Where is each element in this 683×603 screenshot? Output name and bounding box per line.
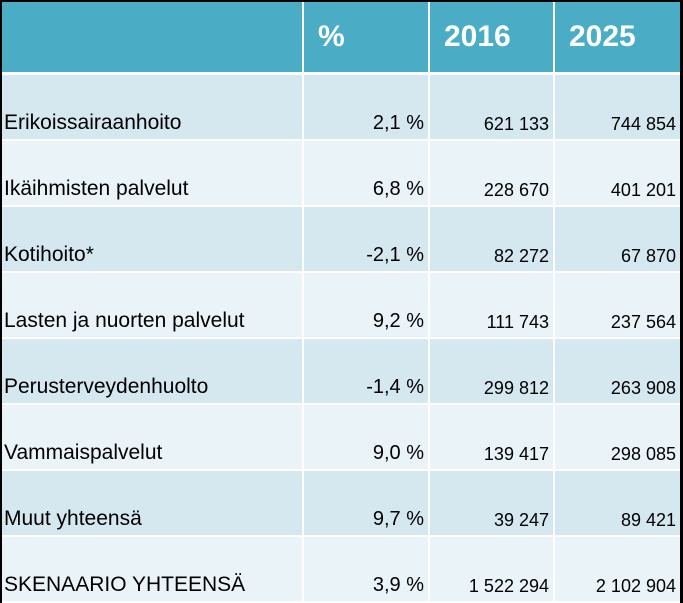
row-pct: 2,1 % xyxy=(304,75,430,141)
row-2025: 237 564 xyxy=(555,273,680,339)
row-label: Erikoissairaanhoito xyxy=(2,75,304,141)
row-2016: 82 272 xyxy=(430,207,555,273)
row-2025: 263 908 xyxy=(555,339,680,405)
row-pct: -2,1 % xyxy=(304,207,430,273)
total-row: SKENAARIO YHTEENSÄ 3,9 % 1 522 294 2 102… xyxy=(2,537,680,603)
header-2016: 2016 xyxy=(430,2,555,75)
row-label: Ikäihmisten palvelut xyxy=(2,141,304,207)
row-2016: 228 670 xyxy=(430,141,555,207)
row-pct: 9,0 % xyxy=(304,405,430,471)
row-pct: 3,9 % xyxy=(304,537,430,603)
row-2025: 89 421 xyxy=(555,471,680,537)
header-label-cell xyxy=(2,2,304,75)
row-2025: 2 102 904 xyxy=(555,537,680,603)
header-row: % 2016 2025 xyxy=(2,2,680,75)
table-row: Ikäihmisten palvelut 6,8 % 228 670 401 2… xyxy=(2,141,680,207)
row-label: Vammaispalvelut xyxy=(2,405,304,471)
row-pct: 9,2 % xyxy=(304,273,430,339)
row-pct: -1,4 % xyxy=(304,339,430,405)
table-row: Erikoissairaanhoito 2,1 % 621 133 744 85… xyxy=(2,75,680,141)
row-2025: 298 085 xyxy=(555,405,680,471)
table-row: Kotihoito* -2,1 % 82 272 67 870 xyxy=(2,207,680,273)
row-label: Perusterveydenhuolto xyxy=(2,339,304,405)
row-2016: 39 247 xyxy=(430,471,555,537)
header-pct: % xyxy=(304,2,430,75)
table-row: Vammaispalvelut 9,0 % 139 417 298 085 xyxy=(2,405,680,471)
row-2016: 1 522 294 xyxy=(430,537,555,603)
row-label: Muut yhteensä xyxy=(2,471,304,537)
row-2016: 621 133 xyxy=(430,75,555,141)
row-label: Lasten ja nuorten palvelut xyxy=(2,273,304,339)
row-2016: 299 812 xyxy=(430,339,555,405)
row-2025: 67 870 xyxy=(555,207,680,273)
table-row: Perusterveydenhuolto -1,4 % 299 812 263 … xyxy=(2,339,680,405)
row-2025: 401 201 xyxy=(555,141,680,207)
row-pct: 9,7 % xyxy=(304,471,430,537)
table-row: Muut yhteensä 9,7 % 39 247 89 421 xyxy=(2,471,680,537)
row-pct: 6,8 % xyxy=(304,141,430,207)
row-2016: 111 743 xyxy=(430,273,555,339)
row-2016: 139 417 xyxy=(430,405,555,471)
header-2025: 2025 xyxy=(555,2,680,75)
table-row: Lasten ja nuorten palvelut 9,2 % 111 743… xyxy=(2,273,680,339)
row-label: Kotihoito* xyxy=(2,207,304,273)
row-2025: 744 854 xyxy=(555,75,680,141)
row-label: SKENAARIO YHTEENSÄ xyxy=(2,537,304,603)
